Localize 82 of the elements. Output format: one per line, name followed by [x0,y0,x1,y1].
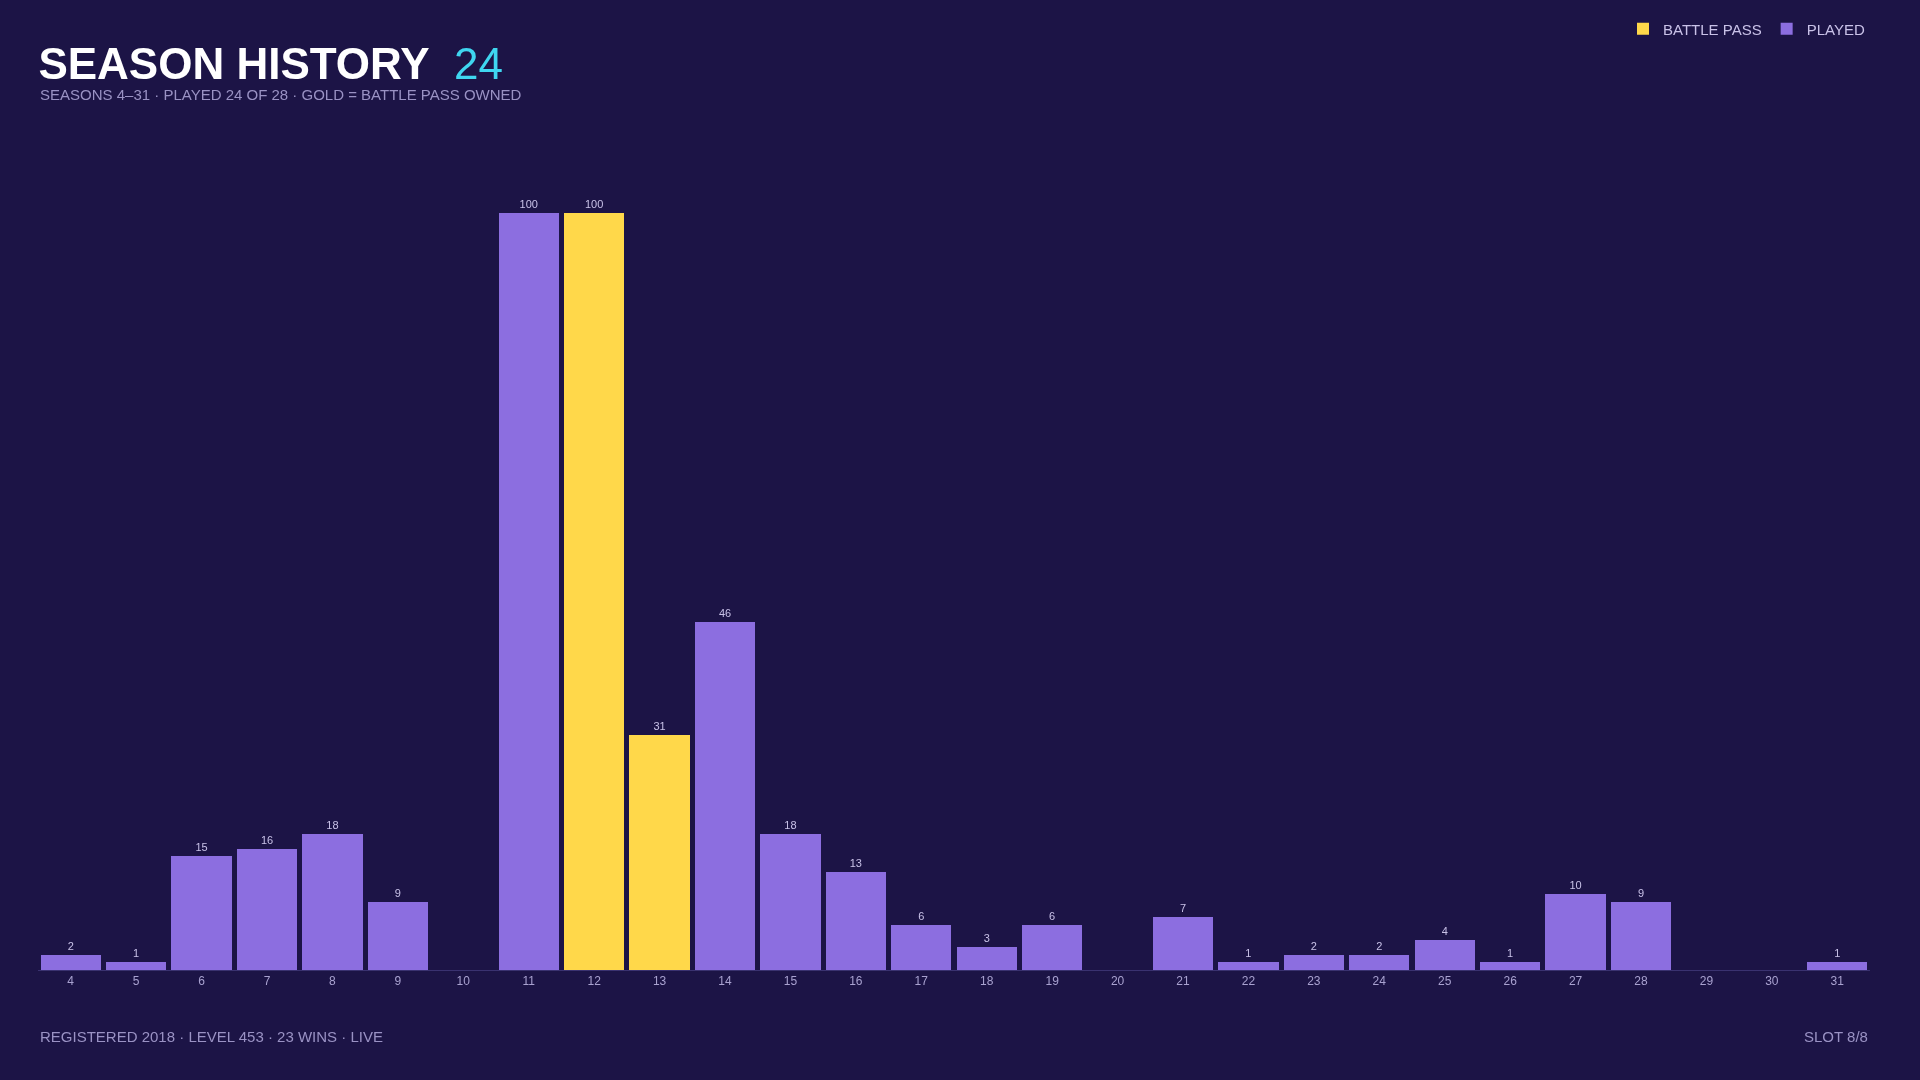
x-tick-label: 7 [263,974,271,989]
data-label: 9 [394,886,401,899]
bar [1480,962,1541,970]
data-label: 1 [133,947,140,960]
bar [1807,962,1868,970]
bar [106,962,167,970]
bar [760,833,821,970]
bar [1022,924,1083,970]
data-label: 1 [1245,947,1252,960]
data-label: 1 [1507,947,1514,960]
x-tick-label: 22 [1241,974,1256,989]
bar [1349,954,1410,970]
data-label: 16 [260,833,274,846]
bar [1283,954,1344,970]
x-tick-label: 17 [914,974,929,989]
data-label: 31 [653,720,666,733]
x-tick-label: 8 [329,974,337,989]
x-tick-label: 26 [1503,974,1518,989]
x-tick-label: 19 [1045,974,1060,989]
x-tick-label: 15 [783,974,798,989]
bar [171,856,232,970]
x-tick-label: 30 [1765,974,1779,989]
x-tick-label: 27 [1568,974,1583,989]
x-tick-label: 12 [587,974,602,989]
text: REGISTERED 2018 · LEVEL 453 · 23 WINS · LIVE [40,1028,383,1045]
bar [891,924,952,970]
x-tick-label: 29 [1699,974,1714,989]
x-tick-label: 18 [980,974,994,989]
bar [1414,939,1475,970]
chart-subtitle: SEASONS 4–31 · PLAYED 24 OF 28 · GOLD = BATTLE PASS OWNED [40,86,522,103]
bar [236,848,298,970]
x-tick-label: 20 [1110,974,1125,989]
data-label: 100 [584,197,604,210]
legend-label: PLAYED [1806,20,1865,38]
x-tick-label: 24 [1372,974,1387,989]
x-tick-label: 9 [394,974,402,989]
data-label: 100 [519,197,538,210]
data-label: 2 [67,939,74,952]
data-label: 2 [1376,939,1383,952]
x-tick-label: 10 [456,974,471,989]
x-tick-label: 25 [1438,974,1452,989]
data-label: 9 [1637,886,1645,899]
data-label: 46 [718,606,732,619]
bar [40,954,101,970]
x-tick-label: 4 [67,974,75,989]
data-label: 10 [1569,879,1582,892]
bar [1545,894,1606,970]
data-label: 18 [784,818,797,831]
bar [825,871,886,970]
bar [1610,901,1672,970]
data-label: 15 [195,841,208,854]
x-tick-label: 28 [1634,974,1648,989]
chart-title: SEASON HISTORY 24 [38,39,503,89]
bar [302,833,363,970]
x-tick-label: 14 [718,974,732,989]
x-tick-label: 6 [198,974,206,989]
data-label: 2 [1310,939,1317,952]
x-tick-label: 21 [1176,974,1190,989]
bar [694,621,756,970]
data-label: 13 [849,856,862,869]
x-tick-label: 11 [522,974,536,989]
text: SLOT 8/8 [1804,1028,1868,1045]
legend-label: BATTLE PASS [1663,20,1762,38]
bar [498,212,559,970]
bar [956,947,1017,970]
bar [629,735,690,970]
x-tick-label: 13 [652,974,667,989]
data-label: 6 [1049,909,1056,922]
bar [564,212,625,970]
x-tick-label: 16 [849,974,863,989]
x-tick-label: 31 [1830,974,1845,989]
bar [1218,962,1279,970]
data-label: 3 [983,932,990,945]
data-label: 1 [1834,947,1841,960]
data-label: 18 [326,818,339,831]
bar [1152,917,1214,970]
bar [367,901,428,970]
x-tick-label: 23 [1307,974,1321,989]
data-label: 6 [918,909,925,922]
data-label: 4 [1441,924,1448,937]
data-label: 7 [1179,902,1187,914]
x-tick-label: 5 [132,974,140,989]
